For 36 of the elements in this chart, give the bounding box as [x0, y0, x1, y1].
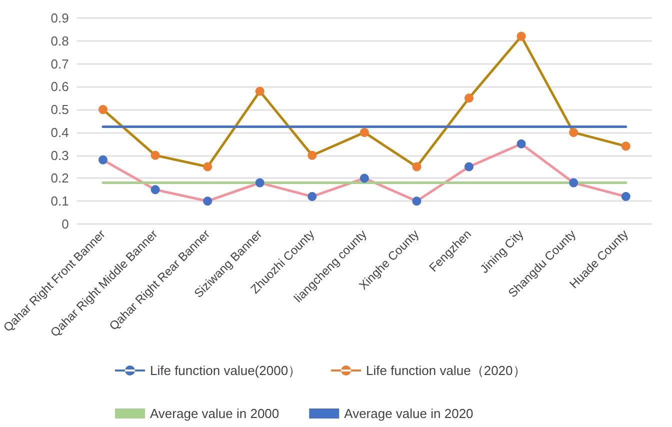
- legend-label: Average value in 2000: [150, 406, 280, 421]
- point: [203, 196, 212, 206]
- point: [308, 150, 317, 160]
- y-tick-label: 0.4: [50, 124, 69, 140]
- point: [98, 155, 108, 164]
- point: [464, 94, 474, 103]
- y-tick-label: 0.3: [50, 148, 69, 163]
- y-tick-label: 0: [62, 216, 69, 232]
- y-tick-label: 0.5: [50, 102, 69, 118]
- point: [412, 196, 422, 206]
- legend-label: Life function value（2020）: [366, 363, 526, 378]
- y-tick-label: 0.7: [50, 56, 69, 72]
- point: [255, 178, 264, 188]
- y-tick-label: 0.1: [50, 194, 69, 209]
- point: [360, 174, 369, 183]
- point: [569, 128, 578, 137]
- point: [360, 128, 369, 137]
- point: [516, 139, 526, 148]
- y-tick-label: 0.6: [50, 79, 69, 94]
- point: [464, 162, 474, 172]
- legend-label: Average value in 2020: [344, 406, 474, 421]
- point: [203, 162, 212, 172]
- point: [412, 162, 422, 172]
- point: [150, 185, 160, 194]
- point: [308, 192, 317, 202]
- point: [98, 105, 108, 114]
- y-tick-label: 0.2: [50, 170, 69, 186]
- point: [516, 32, 526, 41]
- y-tick-label: 0.9: [50, 10, 69, 26]
- point: [621, 192, 630, 202]
- point: [150, 150, 160, 160]
- point: [621, 142, 630, 151]
- point: [255, 86, 264, 96]
- point: [569, 178, 578, 188]
- y-tick-label: 0.8: [50, 33, 69, 48]
- legend-label: Life function value(2000）: [150, 363, 302, 378]
